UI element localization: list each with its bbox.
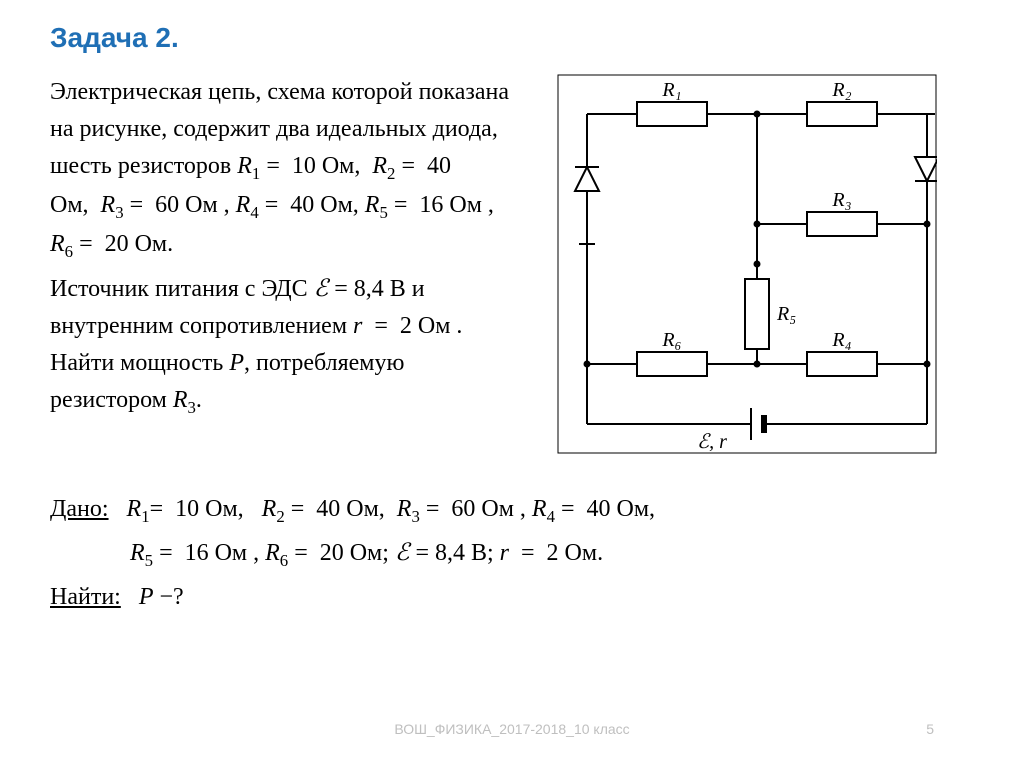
given-line-2: R5 = 16 Ом , R6 = 20 Ом; ℰ = 8,4 В; r = … <box>50 532 974 576</box>
problem-paragraph-1: Электрическая цепь, схема которой показа… <box>50 74 520 265</box>
svg-text:R₂: R₂ <box>831 79 851 101</box>
svg-text:R₅: R₅ <box>776 303 796 325</box>
given-line-1: R1= 10 Ом, R2 = 40 Ом, R3 = 60 Ом , R4 =… <box>127 496 656 522</box>
given-label: Дано: <box>50 496 109 522</box>
find-label: Найти: <box>50 584 121 610</box>
problem-paragraph-2: Источник питания с ЭДС ℰ = 8,4 В и внутр… <box>50 271 520 421</box>
page-number: 5 <box>926 721 934 737</box>
svg-text:R₃: R₃ <box>831 189 851 211</box>
svg-text:R₆: R₆ <box>661 329 681 351</box>
given-block: Дано: R1= 10 Ом, R2 = 40 Ом, R3 = 60 Ом … <box>50 488 974 619</box>
footer-text: ВОШ_ФИЗИКА_2017-2018_10 класс <box>394 721 629 737</box>
page-footer: ВОШ_ФИЗИКА_2017-2018_10 класс 5 <box>0 721 1024 737</box>
svg-text:R₄: R₄ <box>831 329 851 351</box>
problem-text: Электрическая цепь, схема которой показа… <box>50 74 520 427</box>
circuit-diagram: R₁ R₂ R₃ R₅ R₆ R₄ ℰ, r <box>557 74 937 454</box>
problem-title: Задача 2. <box>50 22 974 54</box>
find-text: P −? <box>139 584 184 610</box>
svg-text:R₁: R₁ <box>661 79 681 101</box>
svg-text:ℰ, r: ℰ, r <box>697 431 727 453</box>
